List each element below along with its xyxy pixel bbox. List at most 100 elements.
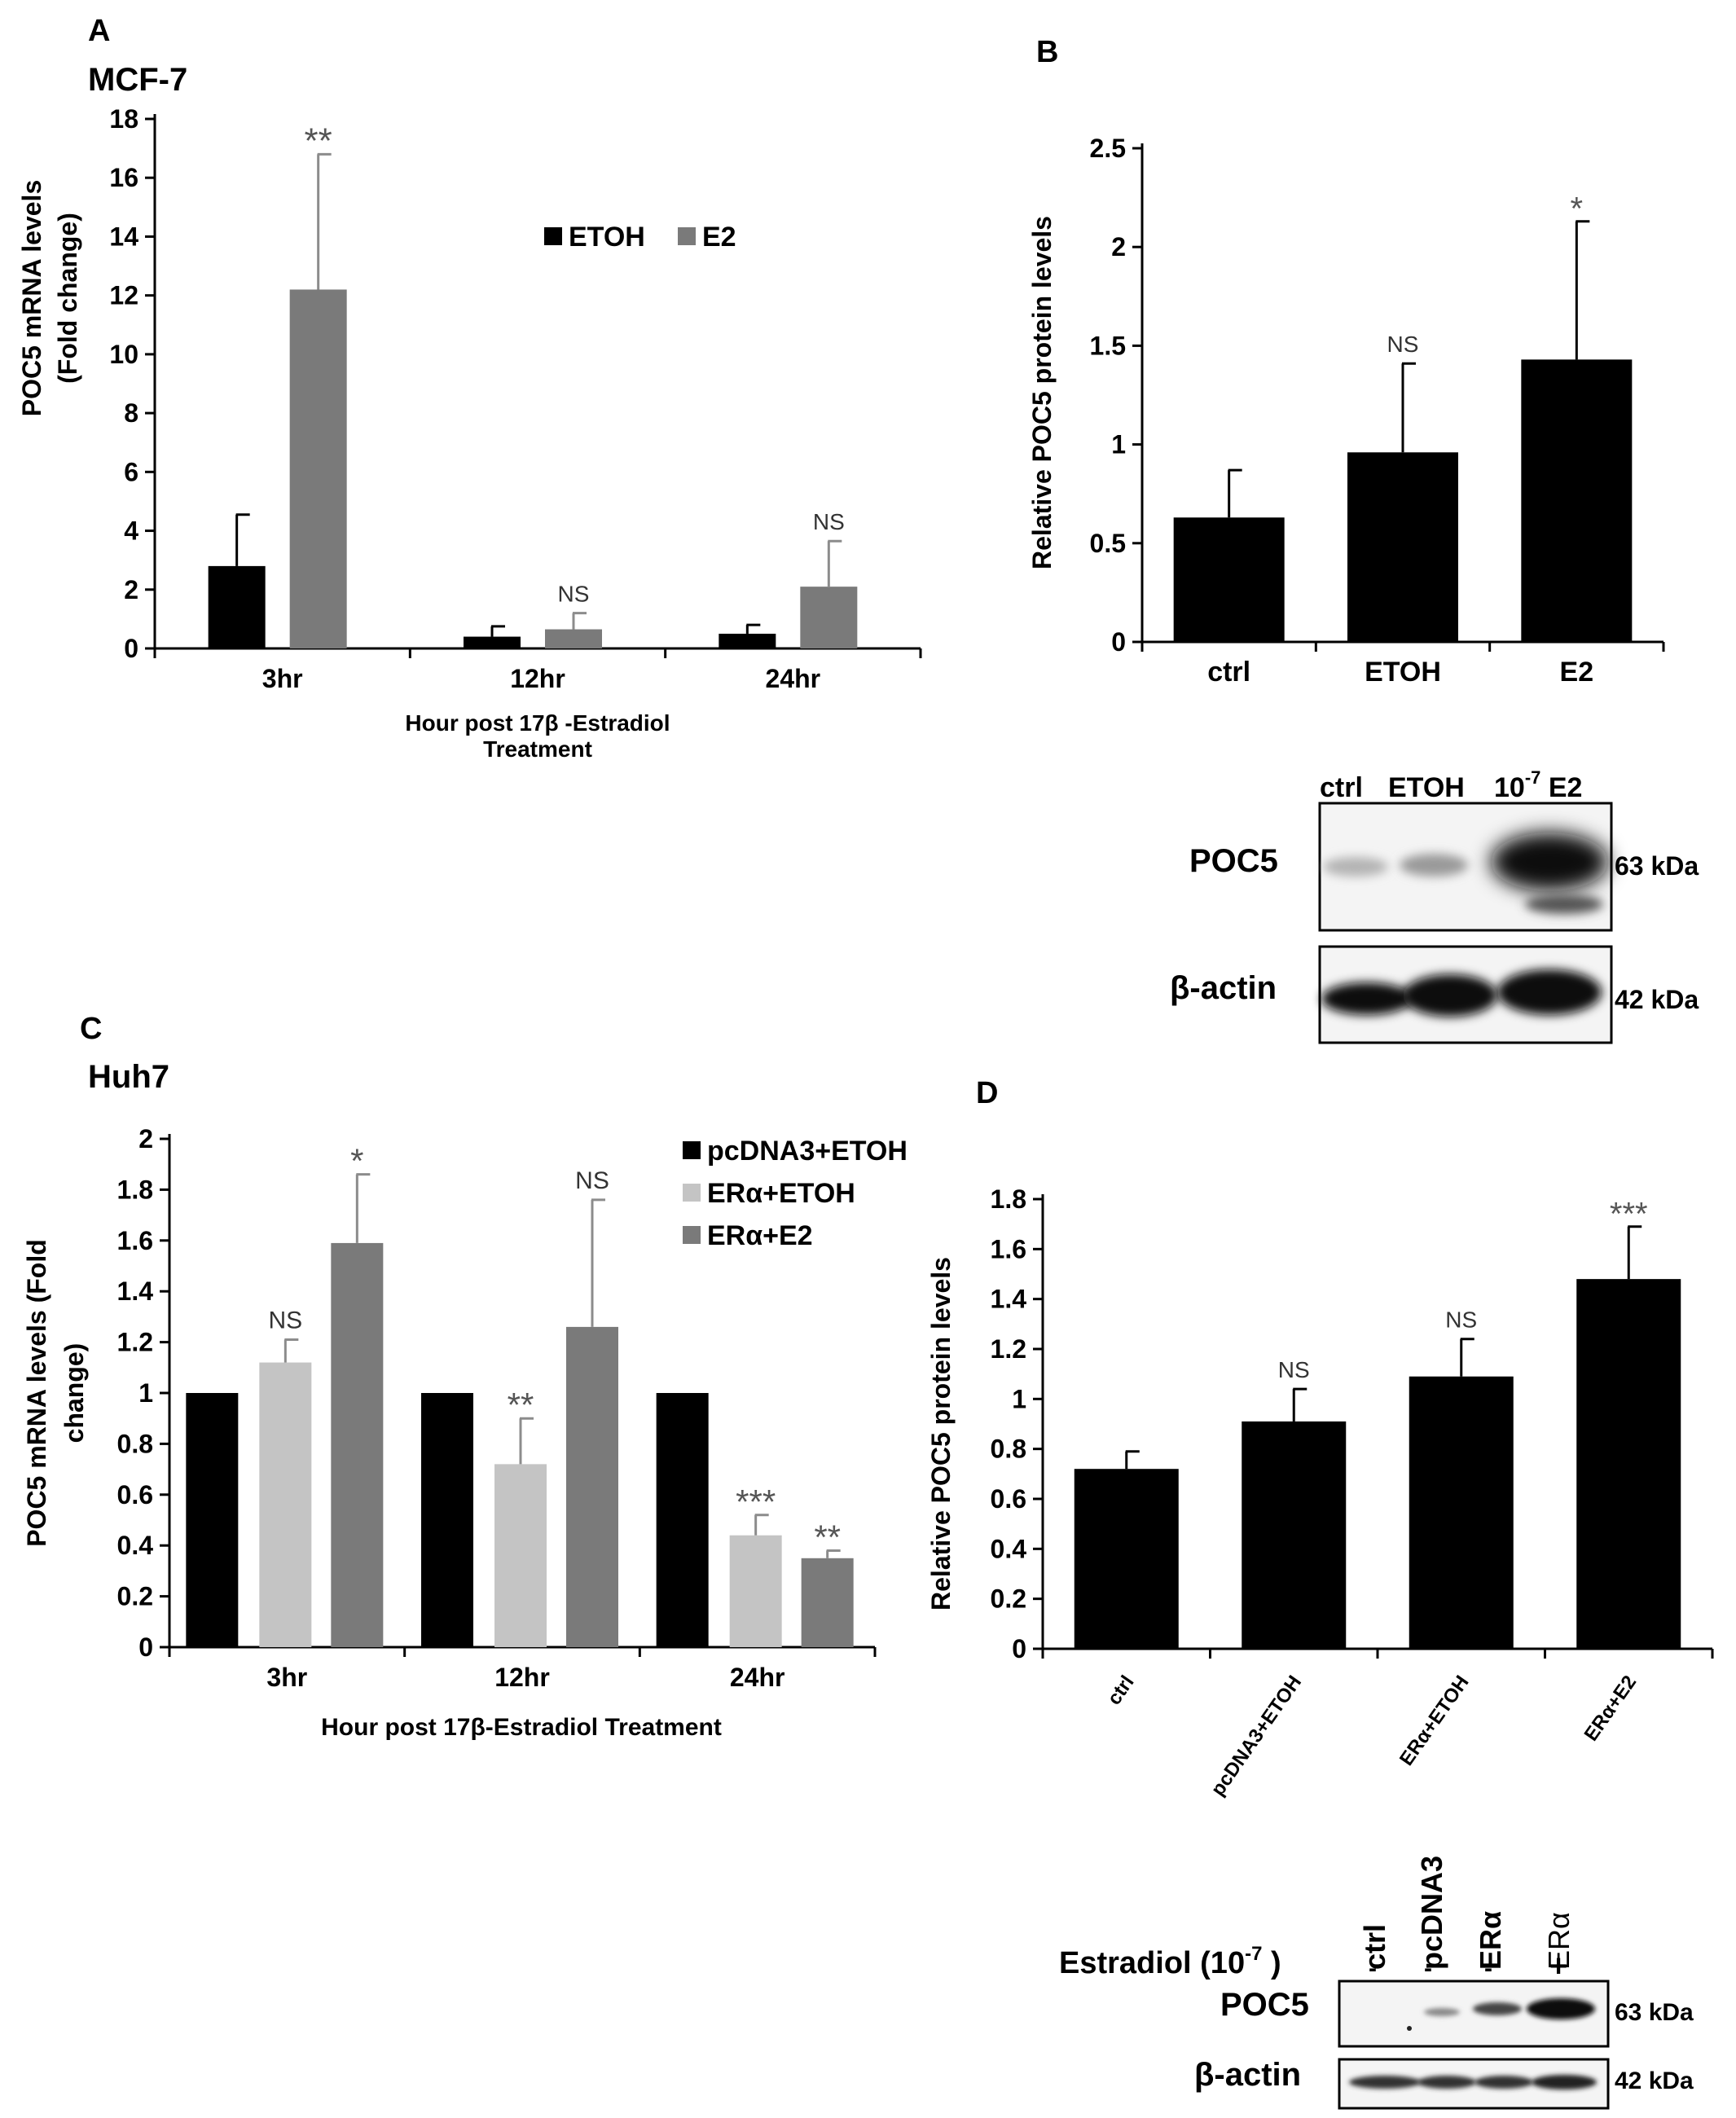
x-tick-label: ctrl (1207, 657, 1250, 688)
blot-b-lane-e2-sup: -7 (1525, 767, 1541, 788)
blot-d-estradiol-sup: -7 (1245, 1943, 1262, 1965)
y-axis-label: Relative POC5 protein levels (926, 1257, 956, 1610)
y-tick-label: 0 (138, 1632, 153, 1662)
y-tick-label: 2 (124, 575, 138, 604)
y-tick-label: 1.4 (991, 1285, 1027, 1314)
x-axis-label: Hour post 17β-Estradiol Treatment (321, 1714, 722, 1741)
blot-d-sign-4: + (1549, 1949, 1567, 1984)
panel-a-letter: A (88, 14, 110, 48)
y-tick-label: 0 (1012, 1634, 1026, 1663)
y-tick-label: 10 (109, 340, 138, 369)
significance-label: NS (575, 1167, 609, 1194)
significance-label: *** (1610, 1197, 1648, 1233)
x-tick-label: 3hr (266, 1663, 307, 1692)
blot-d-lane-ctrl: ctrl (1358, 1924, 1391, 1970)
blot-b-poc5-strip (1318, 802, 1613, 932)
bar (464, 636, 521, 648)
blot-d-estradiol-close: ) (1262, 1946, 1281, 1980)
bar (208, 565, 266, 648)
blot-d-actin-strip (1338, 2058, 1610, 2110)
blot-b-lane-e2: 10-7 E2 (1494, 767, 1582, 803)
legend-label: ETOH (569, 222, 645, 253)
bar (1409, 1376, 1514, 1649)
legend-label: pcDNA3+ETOH (707, 1136, 908, 1167)
y-tick-label: 0.2 (991, 1584, 1026, 1614)
y-tick-label: 0 (1111, 627, 1126, 657)
x-tick-label: 12hr (494, 1663, 550, 1692)
bar (729, 1535, 782, 1647)
legend-label: E2 (702, 222, 736, 253)
y-tick-label: 1 (1012, 1384, 1026, 1413)
panel-c-subtitle: Huh7 (88, 1059, 169, 1095)
x-tick-label: 3hr (262, 664, 303, 693)
legend-label: ERα+ETOH (707, 1178, 855, 1209)
blot-b-lane-e2-tail: E2 (1540, 772, 1582, 803)
blot-d-lane-era: ERα (1474, 1911, 1507, 1970)
y-tick-label: 1 (1111, 430, 1126, 459)
western-blot-d: ctrl pcDNA3 ERα ERα - - - + Estradiol (1… (1059, 1856, 1694, 2110)
x-tick-label: ETOH (1365, 657, 1441, 688)
legend-swatch (683, 1141, 701, 1159)
y-tick-label: 12 (109, 281, 138, 310)
blot-b-actin-label: β-actin (1170, 970, 1277, 1006)
x-tick-label: pcDNA3+ETOH (1206, 1672, 1306, 1800)
x-axis-label: Treatment (483, 736, 592, 762)
chart-c: 0 0.2 0.4 0.6 0.8 1 1.2 1.4 1.6 1.8 2 3hr 12hr 24hr NS… (22, 1124, 908, 1741)
y-tick-label: 0.6 (117, 1480, 153, 1509)
x-tick-label: 24hr (730, 1663, 785, 1692)
significance-label: * (1571, 191, 1584, 227)
legend-swatch (678, 227, 696, 245)
x-tick-label: 24hr (766, 664, 821, 693)
significance-label: NS (268, 1307, 302, 1334)
y-tick-label: 0.8 (991, 1435, 1026, 1464)
bar (566, 1326, 618, 1647)
significance-label: ** (508, 1386, 534, 1424)
chart-d: 0 0.2 0.4 0.6 0.8 1 1.2 1.4 1.6 1.8 ctrl pcDNA3+ETO… (926, 1184, 1714, 1800)
significance-label: NS (1387, 332, 1419, 357)
y-tick-label: 16 (109, 163, 138, 192)
panel-d-letter: D (976, 1076, 998, 1110)
blot-b-lane-etoh: ETOH (1388, 772, 1465, 803)
significance-label: ** (305, 121, 332, 160)
blot-b-lane-e2-base: 10 (1494, 772, 1525, 803)
blot-d-lane-pcdna3: pcDNA3 (1415, 1856, 1448, 1970)
x-tick-label: ctrl (1103, 1672, 1139, 1709)
blot-b-actin-strip (1318, 945, 1613, 1044)
y-tick-label: 1.6 (991, 1234, 1026, 1263)
significance-label: NS (558, 582, 590, 607)
y-tick-label: 0.2 (117, 1582, 153, 1611)
blot-d-lane-era-e2: ERα (1542, 1912, 1576, 1970)
blot-d-sign-2: - (1424, 1955, 1432, 1982)
y-tick-label: 18 (109, 104, 138, 134)
y-tick-label: 0.4 (117, 1531, 154, 1560)
bar (186, 1393, 239, 1647)
blot-d-actin-label: β-actin (1194, 2057, 1301, 2093)
western-blot-b: ctrl ETOH 10-7 E2 POC5 β-actin 63 kDa 42… (1170, 767, 1699, 1044)
x-axis-label: Hour post 17β -Estradiol (405, 710, 670, 736)
panel-c-letter: C (80, 1012, 102, 1046)
blot-b-lane-ctrl: ctrl (1320, 772, 1363, 803)
y-tick-label: 0.4 (991, 1534, 1027, 1563)
y-tick-label: 1.2 (117, 1328, 153, 1357)
y-axis-label: change) (59, 1343, 89, 1443)
y-tick-label: 0.8 (117, 1429, 153, 1458)
bar (1521, 359, 1633, 642)
significance-label: *** (736, 1483, 776, 1521)
x-tick-label: ERα+E2 (1580, 1672, 1642, 1745)
y-tick-label: 1.5 (1090, 331, 1126, 360)
blot-d-poc5-kda: 63 kDa (1615, 1999, 1694, 2026)
bar (331, 1242, 384, 1647)
bar (1173, 517, 1285, 642)
chart-a: 0 2 4 6 8 10 12 14 16 18 3hr 12hr 24hr ** NS NS POC5 mRN… (17, 104, 922, 762)
blot-d-poc5-strip (1338, 1980, 1610, 2048)
blot-d-estradiol-label: Estradiol (10-7 ) (1059, 1943, 1281, 1980)
y-tick-label: 2 (1111, 232, 1126, 261)
y-tick-label: 1.8 (991, 1184, 1026, 1214)
y-tick-label: 1.6 (117, 1226, 153, 1255)
bar (289, 289, 347, 648)
significance-label: ** (814, 1518, 841, 1556)
blot-d-estradiol-base: Estradiol (10 (1059, 1946, 1245, 1980)
y-tick-label: 14 (109, 222, 138, 251)
bar (800, 587, 858, 648)
legend-label: ERα+E2 (707, 1220, 813, 1251)
